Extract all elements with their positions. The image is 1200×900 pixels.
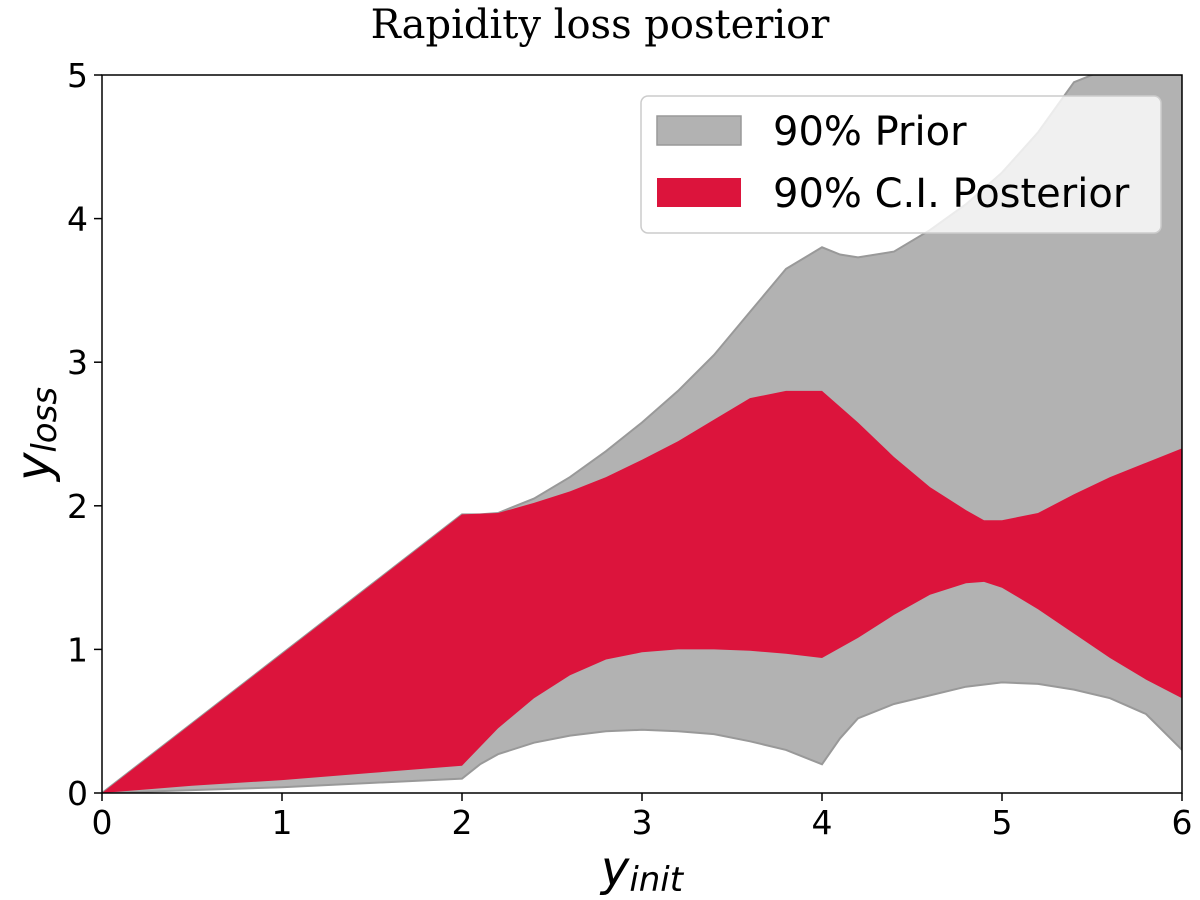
y-tick-label: 4 — [67, 200, 88, 239]
y-tick-label: 2 — [67, 487, 88, 526]
legend-swatch-prior — [656, 115, 742, 146]
y-tick-label: 3 — [67, 343, 88, 382]
y-tick-label: 5 — [67, 56, 88, 95]
legend-label-posterior: 90% C.I. Posterior — [773, 171, 1130, 217]
x-tick-label: 1 — [272, 803, 293, 842]
y-axis: 0 1 2 3 4 5 — [67, 56, 102, 813]
x-tick-label: 4 — [812, 803, 833, 842]
legend-box — [640, 95, 1162, 234]
y-tick-label: 1 — [67, 630, 88, 669]
legend-swatch-posterior — [657, 178, 741, 207]
legend-label-prior: 90% Prior — [773, 109, 967, 155]
y-axis-label: yloss — [6, 387, 65, 483]
plot-area — [102, 75, 1182, 793]
x-axis: 0 1 2 3 4 5 6 — [92, 793, 1193, 842]
x-tick-label: 6 — [1172, 803, 1193, 842]
x-axis-label: yinit — [599, 841, 685, 900]
legend: 90% Prior 90% C.I. Posterior — [640, 95, 1162, 234]
y-tick-label: 0 — [67, 774, 88, 813]
band-posterior — [102, 390, 1182, 793]
x-tick-label: 2 — [452, 803, 473, 842]
chart-title: Rapidity loss posterior — [371, 2, 831, 48]
x-tick-label: 5 — [992, 803, 1013, 842]
x-tick-label: 3 — [632, 803, 653, 842]
x-tick-label: 0 — [92, 803, 113, 842]
